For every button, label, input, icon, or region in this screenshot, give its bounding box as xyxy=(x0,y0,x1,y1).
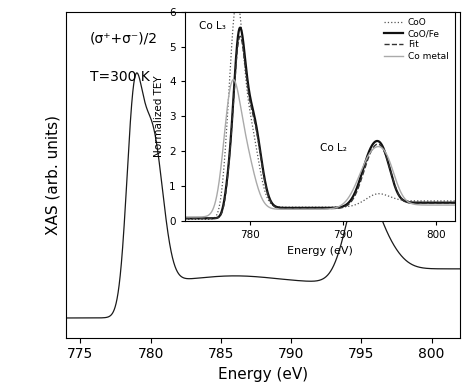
Fit xyxy=(285,206,291,211)
CoO/Fe xyxy=(383,155,389,159)
Text: T=300 K: T=300 K xyxy=(90,70,150,84)
X-axis label: Energy (eV): Energy (eV) xyxy=(287,246,353,256)
Text: Co L₃: Co L₃ xyxy=(199,21,226,31)
CoO xyxy=(182,217,188,222)
Y-axis label: Normalized TEY: Normalized TEY xyxy=(154,76,164,157)
CoO/Fe xyxy=(344,202,350,206)
CoO xyxy=(358,200,364,205)
CoO/Fe xyxy=(404,199,410,204)
Text: Co L₂: Co L₂ xyxy=(320,143,347,153)
CoO/Fe xyxy=(231,88,237,92)
Co metal xyxy=(231,77,237,82)
CoO/Fe xyxy=(285,206,291,210)
CoO xyxy=(231,14,237,18)
X-axis label: Energy (eV): Energy (eV) xyxy=(218,367,308,382)
Co metal xyxy=(383,152,389,156)
Fit xyxy=(452,201,458,206)
CoO xyxy=(285,205,291,210)
Fit xyxy=(231,92,237,97)
Line: Co metal: Co metal xyxy=(185,80,455,217)
CoO xyxy=(383,193,389,198)
Fit xyxy=(383,155,389,159)
Legend: CoO, CoO/Fe, Fit, Co metal: CoO, CoO/Fe, Fit, Co metal xyxy=(382,16,450,62)
Co metal xyxy=(231,78,237,82)
CoO xyxy=(234,0,240,2)
Fit xyxy=(358,179,364,184)
Fit xyxy=(404,200,410,204)
CoO/Fe xyxy=(182,216,188,221)
Co metal xyxy=(404,199,410,203)
Fit xyxy=(344,203,350,208)
Fit xyxy=(182,216,188,221)
Co metal xyxy=(358,170,364,175)
CoO xyxy=(452,199,458,203)
Co metal xyxy=(285,207,291,211)
CoO/Fe xyxy=(452,200,458,205)
Co metal xyxy=(344,197,350,202)
Line: Fit: Fit xyxy=(185,36,455,218)
Fit xyxy=(237,34,243,39)
Co metal xyxy=(182,215,188,219)
Line: CoO: CoO xyxy=(185,0,455,219)
CoO/Fe xyxy=(237,25,243,30)
Line: CoO/Fe: CoO/Fe xyxy=(185,28,455,218)
CoO xyxy=(404,198,410,203)
Co metal xyxy=(452,203,458,208)
CoO xyxy=(344,204,350,209)
Text: (σ⁺+σ⁻)/2: (σ⁺+σ⁻)/2 xyxy=(90,31,158,45)
Y-axis label: XAS (arb. units): XAS (arb. units) xyxy=(46,114,61,235)
CoO/Fe xyxy=(358,175,364,179)
